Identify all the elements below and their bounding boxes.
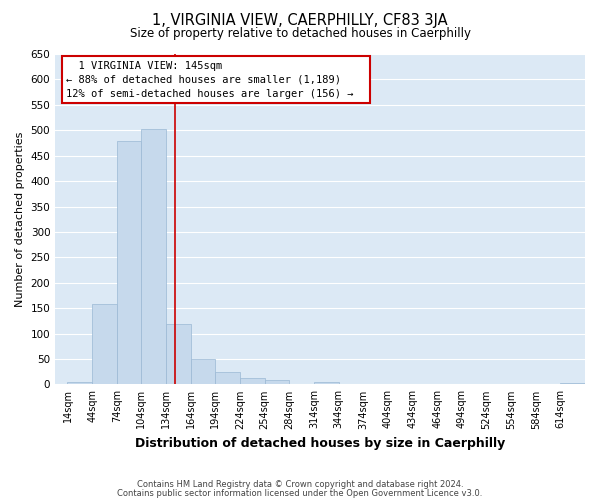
Text: 1 VIRGINIA VIEW: 145sqm
← 88% of detached houses are smaller (1,189)
12% of semi: 1 VIRGINIA VIEW: 145sqm ← 88% of detache… — [66, 60, 366, 98]
Bar — [265, 380, 289, 384]
Bar — [142, 128, 166, 384]
Text: 1, VIRGINIA VIEW, CAERPHILLY, CF83 3JA: 1, VIRGINIA VIEW, CAERPHILLY, CF83 3JA — [152, 12, 448, 28]
Bar — [560, 383, 585, 384]
Bar — [191, 359, 215, 384]
Y-axis label: Number of detached properties: Number of detached properties — [15, 132, 25, 307]
Bar — [240, 378, 265, 384]
Bar — [215, 372, 240, 384]
Bar — [92, 304, 117, 384]
Bar — [166, 324, 191, 384]
Text: Contains public sector information licensed under the Open Government Licence v3: Contains public sector information licen… — [118, 488, 482, 498]
Bar — [67, 382, 92, 384]
X-axis label: Distribution of detached houses by size in Caerphilly: Distribution of detached houses by size … — [135, 437, 505, 450]
Bar — [117, 142, 142, 384]
Bar — [314, 382, 338, 384]
Text: Contains HM Land Registry data © Crown copyright and database right 2024.: Contains HM Land Registry data © Crown c… — [137, 480, 463, 489]
Text: Size of property relative to detached houses in Caerphilly: Size of property relative to detached ho… — [130, 28, 470, 40]
